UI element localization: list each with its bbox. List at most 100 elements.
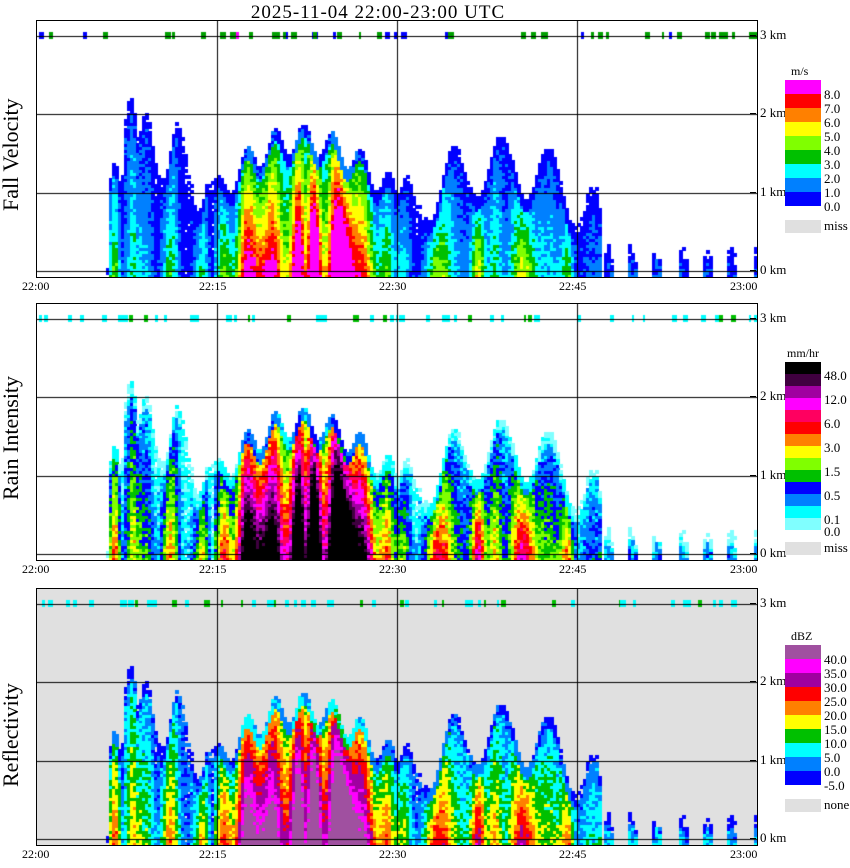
colorbar-label-fall-velocity-6: 2.0	[824, 171, 841, 186]
colorbar-swatch-reflectivity-9	[785, 771, 821, 785]
panel-title-reflectivity: Reflectivity	[0, 683, 23, 787]
panel-reflectivity	[36, 588, 758, 846]
y-tick-label-2-1: 2 km	[760, 673, 787, 689]
colorbar-swatch-reflectivity-7	[785, 743, 821, 757]
colorbar-label-fall-velocity-1: 7.0	[824, 101, 841, 116]
colorbar-label-rain-intensity-6: 0.1	[824, 512, 841, 527]
colorbar-label-reflectivity-2: 30.0	[824, 680, 847, 695]
colorbar-missing-swatch-fall-velocity	[785, 220, 821, 233]
colorbar-swatch-rain-intensity-0	[785, 362, 821, 374]
colorbar-swatch-rain-intensity-7	[785, 446, 821, 458]
y-tick-label-1-1: 2 km	[760, 388, 787, 404]
colorbar-unit-rain-intensity: mm/hr	[787, 346, 819, 360]
colorbar-label-reflectivity-7: 5.0	[824, 750, 841, 765]
colorbar-swatch-rain-intensity-6	[785, 434, 821, 446]
colorbar-missing-label-reflectivity: none	[824, 797, 850, 812]
page-title: 2025-11-04 22:00-23:00 UTC	[250, 2, 506, 23]
x-tick-label-2-1: 22:15	[199, 847, 227, 861]
panel-rain-intensity	[36, 303, 758, 561]
colorbar-label-reflectivity-8: 0.0	[824, 764, 841, 779]
colorbar-swatch-reflectivity-2	[785, 673, 821, 687]
colorbar-swatch-reflectivity-6	[785, 729, 821, 743]
y-tick-label-0-1: 2 km	[760, 105, 787, 121]
colorbar-label-fall-velocity-3: 5.0	[824, 129, 841, 144]
colorbar-label-reflectivity-6: 10.0	[824, 736, 847, 751]
colorbar-swatch-reflectivity-0	[785, 645, 821, 659]
colorbar-swatch-fall-velocity-7	[785, 178, 821, 192]
colorbar-swatch-fall-velocity-2	[785, 108, 821, 122]
y-tick-label-1-2: 1 km	[760, 466, 787, 482]
colorbar-label-reflectivity-3: 25.0	[824, 694, 847, 709]
y-tick-mark-0-3	[750, 269, 756, 271]
y-tick-label-0-3: 0 km	[760, 261, 787, 277]
colorbar-label-rain-intensity-1: 12.0	[824, 392, 847, 407]
colorbar-swatch-reflectivity-8	[785, 757, 821, 771]
panel-title-rain-intensity: Rain Intensity	[0, 375, 23, 500]
colorbar-swatch-fall-velocity-5	[785, 150, 821, 164]
x-tick-label-1-2: 22:30	[379, 562, 407, 576]
y-tick-label-2-2: 1 km	[760, 751, 787, 767]
x-tick-label-0-4: 23:00	[730, 279, 758, 293]
colorbar-label-rain-intensity-2: 6.0	[824, 416, 841, 431]
y-tick-label-0-0: 3 km	[760, 27, 787, 43]
y-tick-mark-0-1	[750, 113, 756, 115]
colorbar-label-fall-velocity-8: 0.0	[824, 199, 841, 214]
x-tick-label-2-4: 23:00	[730, 847, 758, 861]
y-tick-label-2-3: 0 km	[760, 829, 787, 845]
y-tick-label-1-3: 0 km	[760, 544, 787, 560]
colorbar-swatch-rain-intensity-12	[785, 506, 821, 518]
colorbar-unit-reflectivity: dBZ	[791, 629, 813, 643]
y-tick-mark-1-1	[750, 396, 756, 398]
colorbar-missing-swatch-rain-intensity	[785, 542, 821, 555]
colorbar-swatch-rain-intensity-13	[785, 518, 821, 530]
colorbar-swatch-reflectivity-3	[785, 687, 821, 701]
y-tick-label-1-0: 3 km	[760, 310, 787, 326]
colorbar-missing-swatch-reflectivity	[785, 799, 821, 812]
y-tick-mark-2-0	[750, 603, 756, 605]
colorbar-label-fall-velocity-0: 8.0	[824, 87, 841, 102]
panel-title-fall-velocity: Fall Velocity	[0, 98, 23, 212]
colorbar-label-reflectivity-9: -5.0	[824, 778, 845, 793]
colorbar-label-reflectivity-4: 20.0	[824, 708, 847, 723]
y-tick-mark-0-0	[750, 35, 756, 37]
colorbar-fall-velocity	[785, 80, 821, 206]
x-tick-label-1-3: 22:45	[559, 562, 587, 576]
y-tick-label-0-2: 1 km	[760, 183, 787, 199]
x-tick-label-2-2: 22:30	[379, 847, 407, 861]
colorbar-swatch-rain-intensity-8	[785, 458, 821, 470]
colorbar-swatch-fall-velocity-8	[785, 192, 821, 206]
colorbar-label-reflectivity-1: 35.0	[824, 666, 847, 681]
colorbar-label-fall-velocity-7: 1.0	[824, 185, 841, 200]
colorbar-label-reflectivity-0: 40.0	[824, 652, 847, 667]
y-tick-mark-2-1	[750, 681, 756, 683]
colorbar-missing-label-rain-intensity: miss	[824, 540, 848, 555]
colorbar-swatch-rain-intensity-11	[785, 494, 821, 506]
x-tick-label-0-1: 22:15	[199, 279, 227, 293]
panel-fall-velocity	[36, 20, 758, 278]
colorbar-swatch-reflectivity-4	[785, 701, 821, 715]
colorbar-unit-fall-velocity: m/s	[791, 64, 809, 78]
x-tick-label-2-3: 22:45	[559, 847, 587, 861]
colorbar-label-fall-velocity-2: 6.0	[824, 115, 841, 130]
colorbar-swatch-fall-velocity-0	[785, 80, 821, 94]
x-tick-label-1-0: 22:00	[22, 562, 50, 576]
x-tick-label-0-2: 22:30	[379, 279, 407, 293]
colorbar-swatch-rain-intensity-5	[785, 422, 821, 434]
y-tick-mark-1-2	[750, 474, 756, 476]
colorbar-label-rain-intensity-7: 0.0	[824, 524, 841, 539]
colorbar-label-rain-intensity-3: 3.0	[824, 440, 841, 455]
colorbar-label-fall-velocity-4: 4.0	[824, 143, 841, 158]
x-tick-label-0-0: 22:00	[22, 279, 50, 293]
colorbar-label-fall-velocity-5: 3.0	[824, 157, 841, 172]
colorbar-label-rain-intensity-0: 48.0	[824, 368, 847, 383]
colorbar-swatch-fall-velocity-4	[785, 136, 821, 150]
colorbar-swatch-rain-intensity-10	[785, 482, 821, 494]
colorbar-label-rain-intensity-4: 1.5	[824, 464, 841, 479]
x-tick-label-1-4: 23:00	[730, 562, 758, 576]
y-tick-label-2-0: 3 km	[760, 595, 787, 611]
colorbar-label-reflectivity-5: 15.0	[824, 722, 847, 737]
colorbar-swatch-rain-intensity-9	[785, 470, 821, 482]
colorbar-swatch-rain-intensity-1	[785, 374, 821, 386]
colorbar-reflectivity	[785, 645, 821, 785]
colorbar-swatch-fall-velocity-1	[785, 94, 821, 108]
